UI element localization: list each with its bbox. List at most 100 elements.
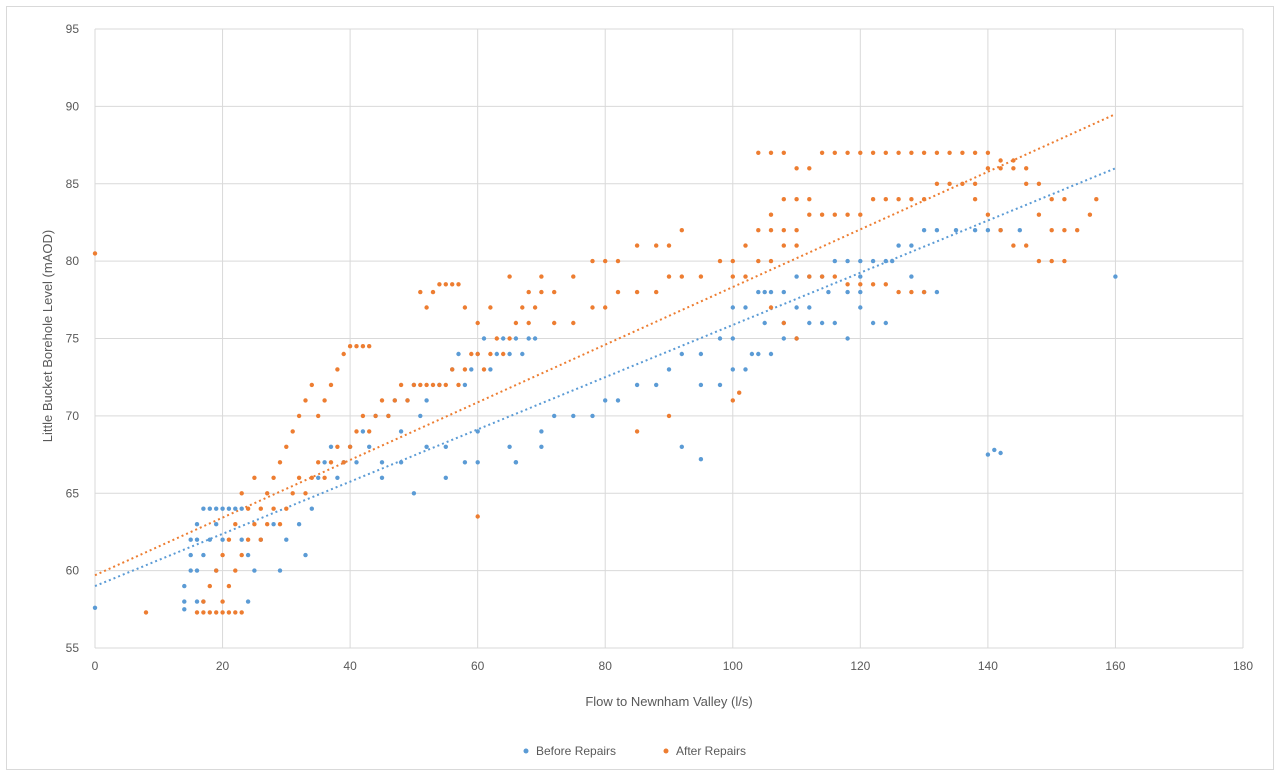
point-before-repairs <box>456 351 461 357</box>
point-after-repairs <box>781 228 786 233</box>
chart-frame <box>6 6 1274 770</box>
point-before-repairs <box>233 506 238 511</box>
point-before-repairs <box>188 568 193 573</box>
point-after-repairs <box>1011 243 1016 248</box>
point-before-repairs <box>284 537 289 542</box>
trendline-after-repairs <box>94 113 1116 577</box>
legend-label-after: After Repairs <box>676 744 746 758</box>
point-before-repairs <box>354 460 359 465</box>
point-after-repairs <box>909 197 914 202</box>
point-after-repairs <box>972 150 978 155</box>
point-after-repairs <box>832 212 837 217</box>
point-after-repairs <box>1011 158 1016 163</box>
point-after-repairs <box>883 197 888 202</box>
point-after-repairs <box>354 344 359 349</box>
point-before-repairs <box>507 444 512 449</box>
point-after-repairs <box>194 610 200 615</box>
point-before-repairs <box>679 444 684 449</box>
point-after-repairs <box>309 475 314 480</box>
point-before-repairs <box>934 289 940 295</box>
point-after-repairs <box>781 320 786 326</box>
point-after-repairs <box>335 444 340 449</box>
point-after-repairs <box>418 289 423 295</box>
point-after-repairs <box>296 475 302 480</box>
point-after-repairs <box>220 552 225 558</box>
point-after-repairs <box>494 336 499 341</box>
point-after-repairs <box>290 491 295 496</box>
point-before-repairs <box>245 552 251 558</box>
point-before-repairs <box>571 413 576 419</box>
point-after-repairs <box>309 382 314 388</box>
point-after-repairs <box>1062 228 1067 233</box>
point-after-repairs <box>481 367 487 372</box>
point-after-repairs <box>258 506 263 511</box>
point-after-repairs <box>743 243 748 248</box>
point-before-repairs <box>239 506 244 511</box>
point-after-repairs <box>832 150 837 155</box>
point-after-repairs <box>768 150 774 155</box>
point-before-repairs <box>654 382 659 388</box>
point-after-repairs <box>316 460 321 465</box>
point-after-repairs <box>328 382 334 388</box>
point-after-repairs <box>233 610 238 615</box>
point-before-repairs <box>507 351 512 357</box>
point-after-repairs <box>303 491 308 496</box>
point-before-repairs <box>749 351 755 357</box>
point-after-repairs <box>1087 212 1093 217</box>
point-after-repairs <box>443 382 448 388</box>
point-after-repairs <box>226 610 232 615</box>
point-after-repairs <box>781 197 786 202</box>
point-before-repairs <box>1017 228 1022 233</box>
point-before-repairs <box>883 258 888 264</box>
point-after-repairs <box>532 305 538 310</box>
x-tick-label: 140 <box>978 659 998 673</box>
point-after-repairs <box>756 258 761 264</box>
point-before-repairs <box>316 475 321 480</box>
point-after-repairs <box>947 150 952 155</box>
point-after-repairs <box>220 610 225 615</box>
x-axis-title: Flow to Newnham Valley (l/s) <box>585 694 752 709</box>
point-after-repairs <box>781 150 786 155</box>
point-after-repairs <box>284 506 289 511</box>
point-before-repairs <box>858 289 863 295</box>
y-tick-label: 80 <box>66 254 80 268</box>
point-before-repairs <box>743 367 748 372</box>
point-after-repairs <box>513 320 519 326</box>
point-after-repairs <box>539 289 544 295</box>
point-after-repairs <box>819 212 825 217</box>
point-before-repairs <box>807 320 812 326</box>
point-after-repairs <box>252 475 257 480</box>
point-after-repairs <box>239 610 244 615</box>
x-tick-label: 20 <box>216 659 230 673</box>
y-tick-label: 85 <box>66 177 80 191</box>
point-before-repairs <box>443 475 448 480</box>
point-after-repairs <box>615 258 621 264</box>
point-after-repairs <box>998 158 1003 163</box>
point-before-repairs <box>679 351 684 357</box>
point-before-repairs <box>182 599 187 604</box>
tick-labels: 0 20 40 60 80 100 120 140 160 180 55 60 65 70 75 80 85 90… <box>66 22 1254 673</box>
legend-marker-after <box>663 748 669 754</box>
point-after-repairs <box>845 212 850 217</box>
point-after-repairs <box>654 289 659 295</box>
point-after-repairs <box>335 367 340 372</box>
point-before-repairs <box>488 367 493 372</box>
point-after-repairs <box>341 351 346 357</box>
point-before-repairs <box>858 274 863 279</box>
y-tick-label: 65 <box>66 486 80 500</box>
point-before-repairs <box>552 413 557 419</box>
point-before-repairs <box>896 243 901 248</box>
point-after-repairs <box>794 243 799 248</box>
point-before-repairs <box>532 336 538 341</box>
point-before-repairs <box>501 336 506 341</box>
point-after-repairs <box>730 274 735 279</box>
point-after-repairs <box>883 282 888 287</box>
point-after-repairs <box>666 243 672 248</box>
point-before-repairs <box>717 336 723 341</box>
point-after-repairs <box>1023 181 1029 186</box>
point-after-repairs <box>207 610 212 615</box>
point-before-repairs <box>201 506 206 511</box>
point-after-repairs <box>367 344 372 349</box>
point-after-repairs <box>896 289 901 295</box>
legend-label-before: Before Repairs <box>536 744 616 758</box>
